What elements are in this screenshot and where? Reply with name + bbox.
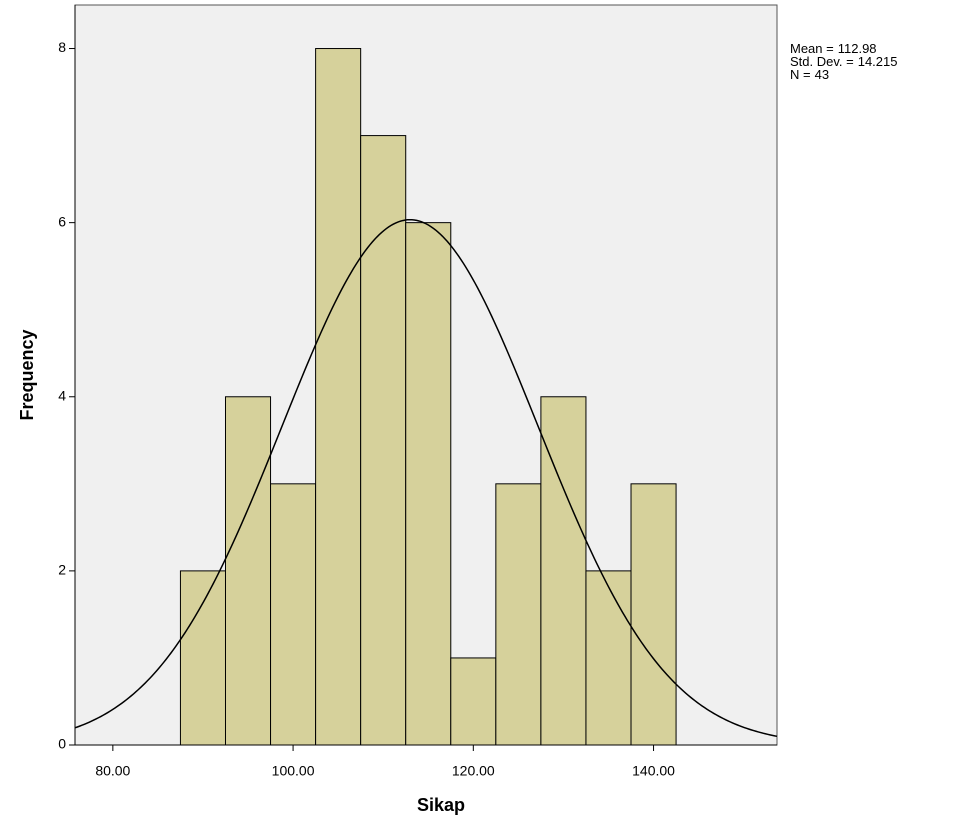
x-axis-title: Sikap: [417, 795, 465, 815]
stat-text: Mean = 112.98: [790, 41, 877, 56]
stat-text: N = 43: [790, 67, 829, 82]
bar: [630, 483, 677, 746]
bar: [450, 657, 497, 746]
x-tick-label: 100.00: [272, 763, 315, 779]
y-tick-label: 6: [58, 213, 66, 229]
bar: [405, 222, 452, 746]
y-tick-label: 8: [58, 39, 66, 55]
bar: [270, 483, 317, 746]
x-tick-label: 80.00: [95, 763, 130, 779]
stat-value: 14.215: [858, 54, 898, 69]
y-axis-title: Frequency: [17, 329, 37, 420]
stat-label: N =: [790, 67, 811, 82]
stat-value: 112.98: [838, 41, 877, 56]
x-tick-label: 140.00: [632, 763, 675, 779]
bar: [495, 483, 542, 746]
bar: [224, 396, 272, 746]
stat-text: Std. Dev. = 14.215: [790, 54, 897, 69]
normal-curve: [74, 218, 778, 738]
x-tick-label: 120.00: [452, 763, 495, 779]
y-tick-label: 0: [58, 736, 66, 752]
bar: [179, 570, 226, 746]
bar: [585, 570, 632, 746]
stat-value: 43: [815, 67, 829, 82]
y-tick-label: 4: [58, 387, 66, 403]
bar: [315, 48, 362, 746]
stat-label: Std. Dev. =: [790, 54, 854, 69]
stat-label: Mean =: [790, 41, 834, 56]
y-tick-label: 2: [58, 562, 66, 578]
bar: [360, 135, 407, 746]
